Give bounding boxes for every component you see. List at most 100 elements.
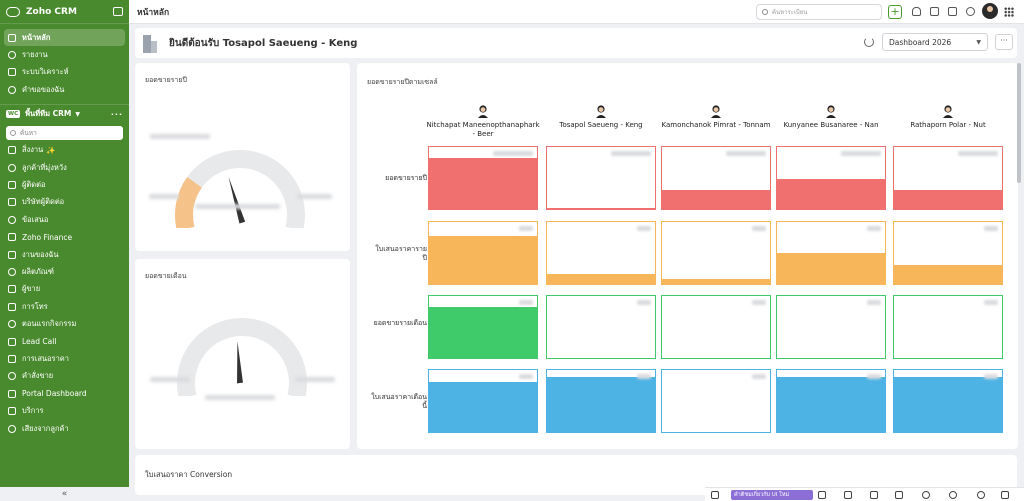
- metric-cell[interactable]: [776, 369, 886, 433]
- sidebar-item-my-work[interactable]: งานของฉัน: [0, 246, 129, 263]
- gear-icon[interactable]: [966, 7, 975, 16]
- person-avatar-icon: [825, 105, 837, 118]
- monthly-sales-card: ยอดขายเดือน: [135, 259, 350, 449]
- scrollbar[interactable]: [1017, 63, 1021, 183]
- sidebar-item-sales-orders[interactable]: คำสั่งขาย: [0, 368, 129, 385]
- metric-cell[interactable]: [776, 295, 886, 359]
- services-icon: [8, 407, 16, 416]
- user-avatar[interactable]: [982, 3, 998, 19]
- sidebar-item-portal[interactable]: Portal Dashboard: [0, 385, 129, 402]
- dashboard-select[interactable]: Dashboard 2026 ▼: [882, 33, 988, 51]
- sidebar-item-tasks[interactable]: สิ่งงาน ✨: [0, 142, 129, 159]
- apps-grid-icon[interactable]: [1004, 7, 1014, 17]
- sidebar-item-label: ข้อเสนอ: [22, 214, 49, 224]
- sidebar-item-home[interactable]: หน้าหลัก: [4, 29, 125, 47]
- sidebar-item-lead-call[interactable]: Lead Call: [0, 333, 129, 350]
- contacts-icon[interactable]: [870, 491, 878, 499]
- sidebar-item-phone[interactable]: การโทร: [0, 298, 129, 315]
- megaphone-icon[interactable]: [818, 491, 826, 499]
- metric-cell[interactable]: [893, 369, 1003, 433]
- translate-icon[interactable]: [895, 491, 903, 499]
- chevron-down-icon: ▼: [976, 38, 981, 46]
- row-label: ยอดขายรายเดือน: [373, 319, 427, 327]
- metric-cell[interactable]: [893, 146, 1003, 210]
- help-icon[interactable]: [977, 491, 985, 499]
- metric-cell[interactable]: [661, 295, 771, 359]
- sidebar-item-leads[interactable]: ลูกค้าที่มุ่งหวัง: [0, 159, 129, 176]
- metric-fill-bar: [662, 279, 770, 284]
- sidebar-item-contacts[interactable]: ผู้ติดต่อ: [0, 176, 129, 193]
- metric-cell[interactable]: [428, 221, 538, 285]
- notes-icon[interactable]: [1001, 491, 1009, 499]
- blurred-value: [984, 226, 998, 231]
- metric-cell[interactable]: [661, 146, 771, 210]
- global-search-input[interactable]: ค้นหาระเบียน: [756, 4, 882, 20]
- more-icon[interactable]: ···: [110, 109, 123, 119]
- metric-cell[interactable]: [893, 221, 1003, 285]
- sidebar-item-services[interactable]: บริการ: [0, 402, 129, 419]
- sidebar-item-requests[interactable]: คำขอของฉัน: [0, 81, 129, 98]
- sidebar-item-accounts[interactable]: บริษัทผู้ติดต่อ: [0, 194, 129, 211]
- metric-cell[interactable]: [661, 369, 771, 433]
- add-button[interactable]: +: [888, 5, 902, 19]
- more-options-button[interactable]: ···: [995, 34, 1013, 50]
- sidebar-item-products[interactable]: ผลิตภัณฑ์: [0, 263, 129, 280]
- chat-icon[interactable]: [844, 491, 852, 499]
- row-label: ใบเสนอราคารายปี: [375, 245, 427, 262]
- sidebar-item-quotes[interactable]: การเสนอราคา: [0, 350, 129, 367]
- metric-cell[interactable]: [546, 146, 656, 210]
- sidebar-toggle-icon[interactable]: [113, 7, 123, 16]
- yearly-sales-card: ยอดขายรายปี: [135, 63, 350, 251]
- metric-cell[interactable]: [428, 146, 538, 210]
- lead-call-icon: [8, 337, 16, 346]
- bottom-toolbar: คำติชมเกี่ยวกับ UI ใหม่: [705, 487, 1024, 501]
- sidebar-item-voice[interactable]: เสียงจากลูกค้า: [0, 420, 129, 437]
- metric-cell[interactable]: [546, 221, 656, 285]
- metric-cell[interactable]: [428, 295, 538, 359]
- welcome-header: ยินดีต้อนรับ Tosapol Saeueng - Keng Dash…: [135, 28, 1017, 58]
- calendar-icon[interactable]: [930, 7, 939, 16]
- workspace-switcher[interactable]: WC พื้นที่ทีม CRM ▼ ···: [0, 103, 129, 122]
- blurred-value: [867, 374, 881, 379]
- sidebar-item-deals[interactable]: ข้อเสนอ: [0, 211, 129, 228]
- sales-orders-icon: [8, 372, 16, 381]
- metric-cell[interactable]: [776, 221, 886, 285]
- person-avatar-icon: [942, 105, 954, 118]
- metric-cell[interactable]: [661, 221, 771, 285]
- refresh-icon[interactable]: [864, 37, 874, 47]
- sidebar-item-vendors[interactable]: ผู้ขาย: [0, 281, 129, 298]
- finance-icon: [8, 233, 16, 242]
- bell-icon[interactable]: [912, 7, 921, 16]
- sidebar-search-input[interactable]: ค้นหา: [6, 125, 123, 140]
- sidebar-item-activities[interactable]: ตอนแรกกิจกรรม: [0, 315, 129, 332]
- accounts-icon: [8, 198, 16, 207]
- building-icon: [141, 33, 159, 53]
- sidebar-item-analytics[interactable]: ระบบวิเคราะห์: [0, 64, 129, 81]
- metric-cell[interactable]: [893, 295, 1003, 359]
- metric-cell[interactable]: [546, 295, 656, 359]
- new-ui-feedback-button[interactable]: คำติชมเกี่ยวกับ UI ใหม่: [731, 490, 813, 500]
- sidebar-item-report[interactable]: รายงาน: [0, 46, 129, 63]
- metric-cell[interactable]: [776, 146, 886, 210]
- collapse-sidebar-button[interactable]: «: [0, 487, 129, 501]
- sidebar-item-finance[interactable]: Zoho Finance: [0, 229, 129, 246]
- contacts-icon: [8, 181, 16, 190]
- marketplace-icon[interactable]: [948, 7, 957, 16]
- history-icon[interactable]: [949, 491, 957, 499]
- yearly-sales-title: ยอดขายรายปี: [145, 76, 187, 84]
- metric-cell[interactable]: [428, 369, 538, 433]
- metric-cell[interactable]: [546, 369, 656, 433]
- metric-fill-bar: [547, 207, 655, 209]
- report-icon: [8, 51, 16, 60]
- sidebar-item-label: ผู้ติดต่อ: [22, 180, 46, 190]
- sidebar-search-placeholder: ค้นหา: [20, 128, 37, 137]
- screen-icon[interactable]: [711, 491, 719, 499]
- leads-icon: [8, 163, 16, 172]
- metric-fill-bar: [429, 158, 537, 209]
- clock-icon[interactable]: [922, 491, 930, 499]
- sidebar-top-nav: หน้าหลัก รายงาน ระบบวิเคราะห์ คำขอของฉัน: [0, 29, 129, 99]
- person-name: Nitchapat Maneenopthanaphark - Beer: [426, 121, 540, 138]
- blurred-value: [958, 151, 998, 156]
- blurred-text: [150, 134, 210, 139]
- blurred-text: [195, 204, 280, 209]
